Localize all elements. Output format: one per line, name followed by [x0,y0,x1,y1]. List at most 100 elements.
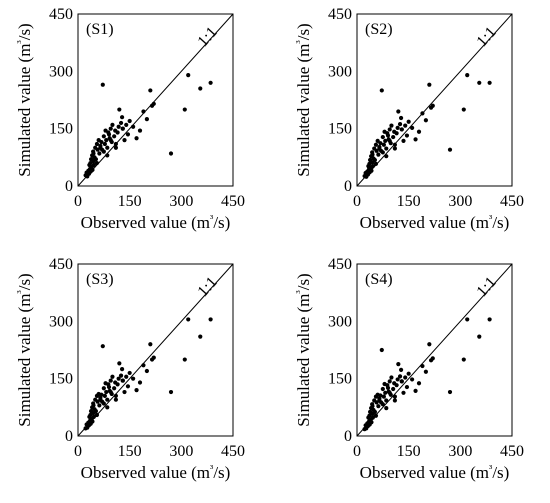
data-point [115,382,120,387]
data-point [413,388,418,393]
data-point [125,384,131,389]
data-point [124,122,129,127]
data-point [380,402,385,407]
data-point [398,115,404,121]
data-point [406,371,411,376]
x-tick-label: 300 [448,193,472,210]
data-point [380,386,385,392]
data-point [94,141,100,147]
data-point [416,129,422,134]
data-point [117,107,122,112]
y-tick-label: 0 [344,178,352,195]
data-point [116,376,121,381]
data-point [396,109,401,114]
data-point [90,419,95,424]
data-point [373,413,379,418]
scatter-panel-2: 1:1 (S2) 0 150 300 450 0 150 300 450 Observed valu… [294,6,524,232]
x-tick-label: 300 [169,443,193,460]
x-axis-label: Observed value (m³/s) [81,213,231,232]
data-point [376,152,381,157]
data-point [372,157,378,163]
data-point [105,405,110,410]
x-tick-label: 0 [353,443,361,460]
one-to-one-line [356,13,513,187]
data-point [378,141,383,146]
data-point [381,142,386,147]
data-point [120,126,125,131]
data-point [381,394,386,399]
data-point [104,138,109,143]
data-point [427,342,432,347]
data-point [137,128,143,133]
data-point [90,167,95,173]
x-tick-label: 450 [500,193,524,210]
y-tick-label: 300 [328,63,352,80]
x-axis-label: Observed value (m³/s) [81,463,231,482]
x-tick-label: 0 [74,443,82,460]
panel-label: (S4) [365,271,393,288]
data-point [379,88,384,93]
data-point [119,115,125,120]
one-to-one-line [77,263,234,437]
data-point [367,413,372,418]
y-axis-label: Simulated value (m³/s) [294,273,313,426]
data-point [115,130,120,135]
data-point [487,317,492,322]
data-point [119,367,125,372]
data-point [380,150,385,155]
data-point [370,164,375,169]
x-tick-label: 300 [448,443,472,460]
data-point [124,374,129,379]
x-tick-label: 450 [500,443,524,460]
data-point [98,395,103,400]
x-axis-label: Observed value (m³/s) [360,213,510,232]
panel-label: (S2) [365,21,393,38]
data-point [401,390,406,395]
y-tick-label: 0 [65,428,73,445]
x-tick-label: 450 [221,443,245,460]
data-point [127,370,132,376]
data-point [151,101,156,106]
y-axis-label: Simulated value (m³/s) [15,23,34,176]
data-point [427,82,432,87]
data-point [98,143,103,148]
data-point [487,80,492,85]
y-tick-label: 150 [49,371,73,388]
data-point [384,154,389,159]
data-point [101,134,106,139]
data-point [108,138,113,143]
y-tick-label: 450 [328,256,352,273]
data-point [101,149,106,154]
data-point [91,162,96,168]
x-tick-label: 0 [74,193,82,210]
data-point [108,389,113,395]
data-point [94,412,100,418]
data-point [127,118,132,124]
data-point [389,123,394,128]
one-to-one-label: 1:1 [473,274,499,301]
data-point [108,378,113,383]
data-point [97,403,102,408]
plot-frame [77,263,234,437]
data-point [377,396,382,401]
plot-frame [356,263,513,437]
data-point [394,131,399,136]
panel-label: (S1) [86,21,114,38]
data-point [465,73,470,78]
data-point [398,367,404,372]
data-point [377,144,382,150]
y-tick-label: 300 [49,63,73,80]
data-point [93,409,99,414]
data-point [134,388,139,393]
data-point [113,393,118,398]
data-point [113,141,118,147]
scatter-panel-1: 1:1 (S1) 0 150 300 450 0 150 300 450 Observed valu… [15,6,245,232]
data-point [97,151,102,156]
data-point [120,378,125,383]
data-point [375,138,380,143]
one-to-one-label: 1:1 [473,24,499,51]
data-point [101,401,106,406]
data-point [391,386,396,392]
data-point [99,139,104,145]
